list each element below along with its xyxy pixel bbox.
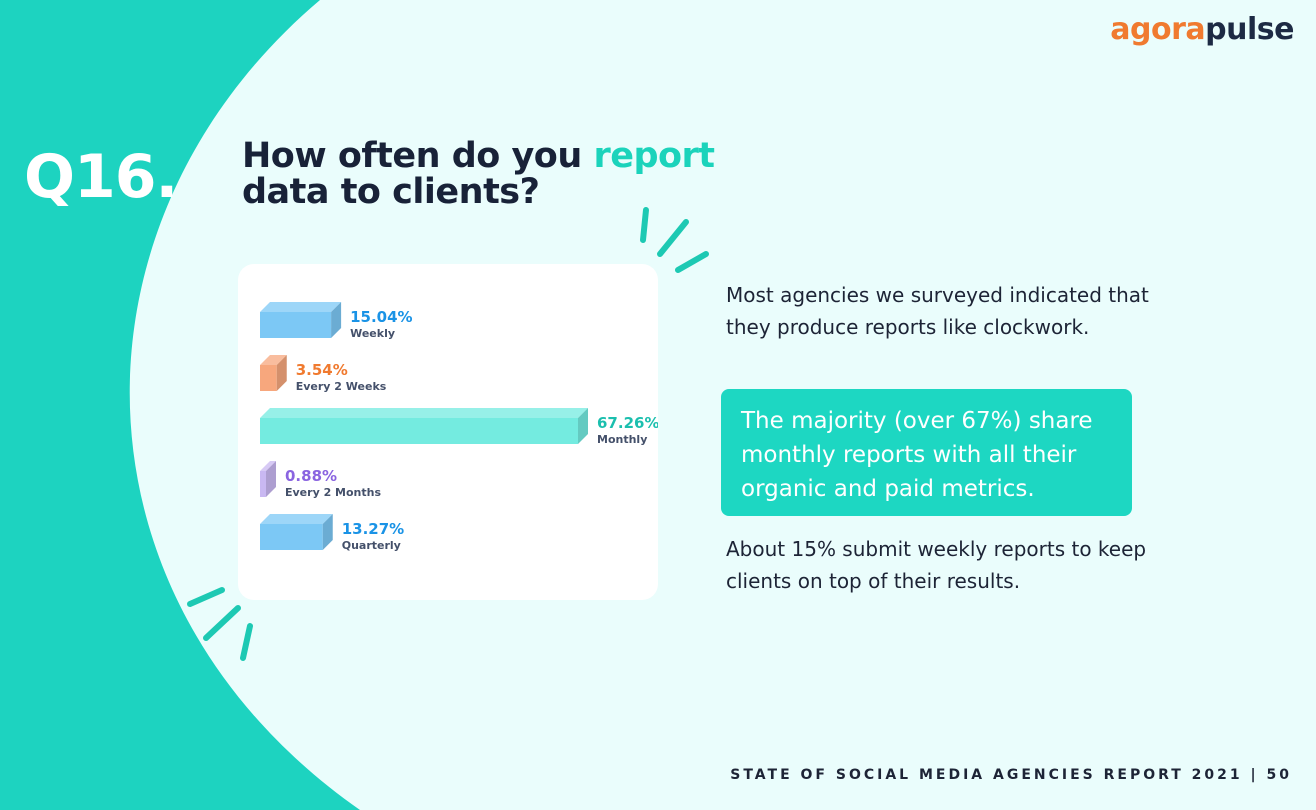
bar-top-face bbox=[260, 355, 287, 365]
title-highlight: report bbox=[593, 136, 715, 176]
bar-top-face bbox=[260, 408, 588, 418]
page-title: How often do you report data to clients? bbox=[242, 138, 762, 210]
bar-top-face bbox=[260, 514, 333, 524]
weekly-paragraph: About 15% submit weekly reports to keep … bbox=[726, 537, 1147, 593]
title-part-1: How often do you bbox=[242, 136, 594, 176]
bar-side-face bbox=[276, 355, 287, 391]
bar-category-label: Every 2 Months bbox=[285, 486, 381, 499]
bar-top-face bbox=[260, 302, 342, 312]
intro-paragraph: Most agencies we surveyed indicated that… bbox=[726, 283, 1149, 339]
bar-category-label: Every 2 Weeks bbox=[296, 380, 387, 393]
bar-monthly bbox=[260, 408, 588, 444]
bar-front-face bbox=[260, 418, 578, 444]
bar-front-face bbox=[260, 524, 323, 550]
bar-every-2-months bbox=[260, 461, 276, 497]
bar-weekly bbox=[260, 302, 342, 338]
bar-front-face bbox=[260, 312, 332, 338]
bar-category-label: Weekly bbox=[350, 327, 395, 340]
majority-callout: The majority (over 67%) share monthly re… bbox=[721, 389, 1132, 516]
bar-quarterly bbox=[260, 514, 333, 550]
bar-side-face bbox=[578, 408, 588, 444]
bar-side-face bbox=[266, 461, 276, 497]
frequency-bar-chart: 15.04%Weekly 3.54%Every 2 Weeks 67.26%Mont… bbox=[260, 302, 658, 552]
bar-value-label: 3.54% bbox=[296, 361, 348, 379]
bar-every-2-weeks bbox=[260, 355, 287, 391]
footer-report-title: STATE OF SOCIAL MEDIA AGENCIES REPORT 20… bbox=[730, 767, 1292, 783]
bar-value-label: 13.27% bbox=[342, 520, 404, 538]
agorapulse-logo: agorapulse bbox=[1110, 12, 1294, 47]
bar-category-label: Monthly bbox=[597, 433, 647, 446]
bar-front-face bbox=[260, 365, 277, 391]
bar-top-face bbox=[260, 461, 276, 471]
bar-value-label: 15.04% bbox=[350, 308, 412, 326]
bar-side-face bbox=[322, 514, 333, 550]
bar-front-face bbox=[260, 471, 266, 497]
chart-card: 15.04% Weekly 3.54% Every 2 Weeks 67.26% Mont… bbox=[238, 264, 658, 600]
bar-value-label: 67.26% bbox=[597, 414, 658, 432]
question-number: Q16. bbox=[24, 142, 178, 212]
bar-side-face bbox=[331, 302, 342, 338]
bar-category-label: Quarterly bbox=[342, 539, 401, 552]
title-part-2: data to clients? bbox=[242, 172, 540, 212]
bar-value-label: 0.88% bbox=[285, 467, 337, 485]
